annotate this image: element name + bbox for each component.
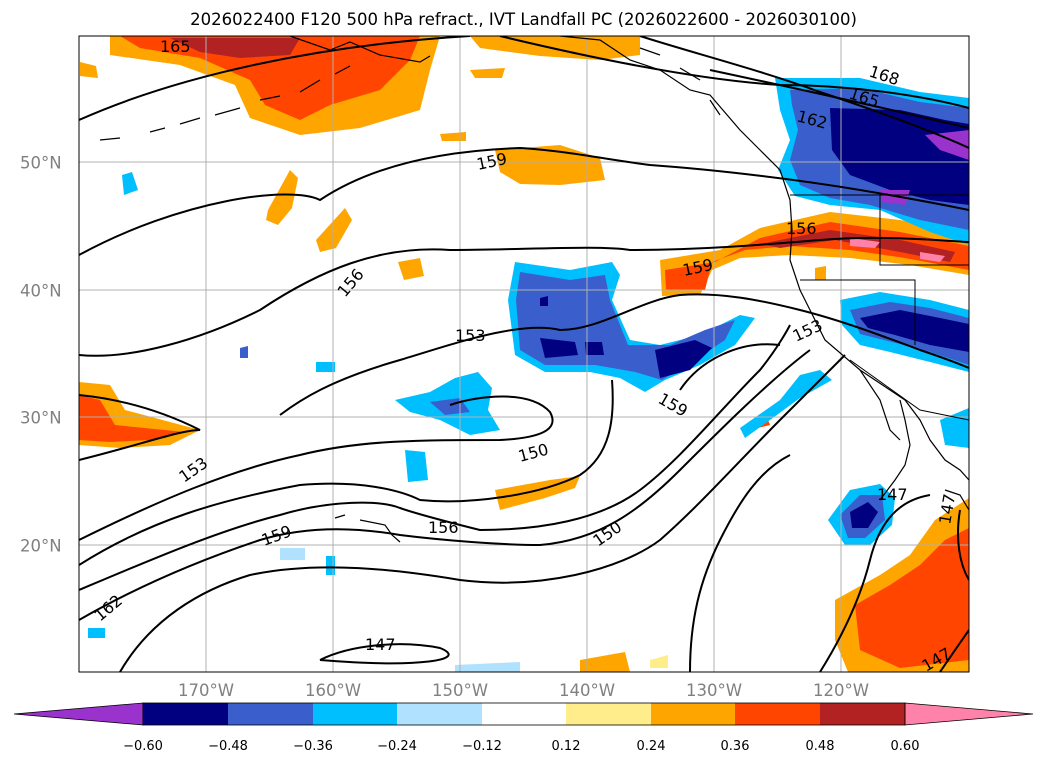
shade-ridge-1 — [266, 170, 298, 225]
colorbar-tick-label: 0.36 — [720, 739, 750, 754]
lat-label: 50°N — [20, 153, 62, 173]
colorbar-tick-label: −0.24 — [377, 739, 417, 754]
colorbar-tick-label: −0.36 — [293, 739, 333, 754]
colorbar-tick-label: −0.60 — [123, 739, 163, 754]
colorbar-arrow-left — [13, 702, 144, 726]
shade-bits-neg-7 — [455, 662, 520, 672]
shade-pnw-darkred — [760, 230, 955, 262]
shade-west-red — [79, 395, 185, 442]
map-frame — [78, 35, 970, 673]
shade-sub-neg-2 — [405, 450, 428, 482]
lat-label: 30°N — [20, 408, 62, 428]
shade-bits-neg-5 — [326, 556, 335, 575]
shade-baja-neg — [940, 408, 969, 448]
shade-south-orange-2 — [650, 655, 668, 668]
contour-label: 159 — [259, 521, 294, 549]
colorbar-tick-label: −0.48 — [208, 739, 248, 754]
contour-label: 156 — [428, 518, 459, 537]
contour-label: 165 — [160, 37, 191, 56]
contour-label: 159 — [655, 389, 691, 421]
lon-label: 160°W — [304, 681, 362, 700]
shade-bits-neg-1 — [122, 172, 138, 195]
colorbar — [13, 702, 1034, 726]
shading-layer — [79, 36, 969, 672]
shade-coast-neg-2 — [740, 370, 832, 438]
lon-label: 130°W — [685, 681, 743, 700]
contour-label: 156 — [786, 219, 817, 238]
shade-alaska-red — [120, 36, 420, 120]
contour-label: 153 — [790, 315, 826, 345]
contour-label: 153 — [455, 326, 486, 345]
contours — [79, 36, 969, 672]
map-title: 2026022400 F120 500 hPa refract., IVT La… — [190, 10, 857, 29]
colorbar-tick-label: 0.24 — [636, 739, 666, 754]
lon-label: 120°W — [812, 681, 870, 700]
shade-pnw-neg-purple — [925, 130, 969, 160]
shade-small-1 — [470, 68, 505, 78]
gridlines — [79, 36, 969, 672]
shade-bits-neg-6 — [88, 628, 105, 638]
shade-bits-neg-3 — [316, 362, 335, 372]
colorbar-tick-label: 0.48 — [805, 739, 835, 754]
shade-central-neg-dark-4 — [540, 296, 548, 306]
contour-label: 156 — [334, 265, 368, 301]
shade-bits-neg-2 — [240, 346, 248, 358]
shade-south-orange — [580, 652, 630, 672]
shade-pnw-pink-2 — [920, 252, 945, 262]
borders — [790, 194, 969, 421]
lat-label: 20°N — [20, 536, 62, 556]
shade-central-neg-dark-1 — [540, 338, 578, 358]
colorbar-tick-label: 0.60 — [890, 739, 920, 754]
contour-label: 162 — [90, 591, 126, 625]
shade-pnw-pink — [850, 238, 880, 248]
shade-small-2 — [80, 62, 98, 78]
colorbar-tick-label: 0.12 — [551, 739, 581, 754]
shade-mexico-red — [855, 528, 969, 668]
shade-mex-neg-dark — [850, 502, 878, 528]
shade-small-3 — [440, 132, 466, 141]
shade-ridge-2 — [316, 208, 352, 252]
coastlines — [99, 36, 969, 543]
lon-label: 170°W — [177, 681, 235, 700]
shade-small-5 — [815, 266, 826, 280]
shade-central-neg-dark-3 — [655, 340, 712, 378]
contour-label: 147 — [365, 635, 396, 654]
lat-label: 40°N — [20, 281, 62, 301]
shade-alaska-darkred — [170, 38, 300, 58]
contour-label: 147 — [877, 485, 908, 504]
lon-label: 140°W — [558, 681, 616, 700]
lon-label: 150°W — [431, 681, 489, 700]
shade-bits-neg-4 — [280, 548, 305, 560]
colorbar-tick-label: −0.12 — [462, 739, 502, 754]
shade-central-neg-dark-2 — [585, 342, 604, 355]
contour-label: 150 — [516, 440, 550, 466]
colorbar-arrow-right — [904, 702, 1034, 726]
shade-small-4 — [398, 258, 424, 280]
